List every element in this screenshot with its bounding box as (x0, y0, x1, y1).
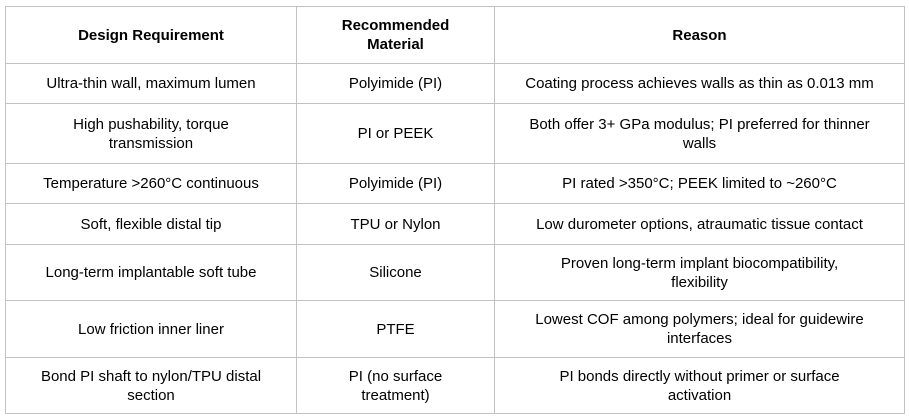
cell-requirement: Long-term implantable soft tube (5, 244, 297, 301)
table-body: Ultra-thin wall, maximum lumen Polyimide… (5, 63, 905, 414)
cell-material: Silicone (296, 244, 495, 301)
cell-requirement: Temperature >260°C continuous (5, 163, 297, 204)
cell-material: PI (no surface treatment) (296, 357, 495, 414)
table-row: Low friction inner liner PTFE Lowest COF… (5, 300, 905, 358)
table-header: Design Requirement Recommended Material … (5, 6, 905, 64)
table-row: Long-term implantable soft tube Silicone… (5, 244, 905, 301)
cell-material: TPU or Nylon (296, 203, 495, 245)
table-row: Temperature >260°C continuous Polyimide … (5, 163, 905, 204)
cell-material: PTFE (296, 300, 495, 358)
cell-requirement: Ultra-thin wall, maximum lumen (5, 63, 297, 104)
cell-material: Polyimide (PI) (296, 163, 495, 204)
header-row: Design Requirement Recommended Material … (5, 6, 905, 64)
cell-reason: PI rated >350°C; PEEK limited to ~260°C (494, 163, 905, 204)
cell-requirement: Soft, flexible distal tip (5, 203, 297, 245)
cell-requirement: Low friction inner liner (5, 300, 297, 358)
table-row: Soft, flexible distal tip TPU or Nylon L… (5, 203, 905, 245)
table-row: High pushability, torque transmission PI… (5, 103, 905, 164)
header-design-requirement: Design Requirement (5, 6, 297, 64)
header-recommended-material: Recommended Material (296, 6, 495, 64)
cell-reason: Coating process achieves walls as thin a… (494, 63, 905, 104)
cell-reason: Lowest COF among polymers; ideal for gui… (494, 300, 905, 358)
cell-reason: Low durometer options, atraumatic tissue… (494, 203, 905, 245)
material-selection-table: Design Requirement Recommended Material … (5, 6, 905, 414)
cell-reason: Both offer 3+ GPa modulus; PI preferred … (494, 103, 905, 164)
cell-reason: PI bonds directly without primer or surf… (494, 357, 905, 414)
cell-reason: Proven long-term implant biocompatibilit… (494, 244, 905, 301)
cell-material: PI or PEEK (296, 103, 495, 164)
header-reason: Reason (494, 6, 905, 64)
table-row: Bond PI shaft to nylon/TPU distal sectio… (5, 357, 905, 414)
cell-requirement: Bond PI shaft to nylon/TPU distal sectio… (5, 357, 297, 414)
cell-material: Polyimide (PI) (296, 63, 495, 104)
table-row: Ultra-thin wall, maximum lumen Polyimide… (5, 63, 905, 104)
cell-requirement: High pushability, torque transmission (5, 103, 297, 164)
